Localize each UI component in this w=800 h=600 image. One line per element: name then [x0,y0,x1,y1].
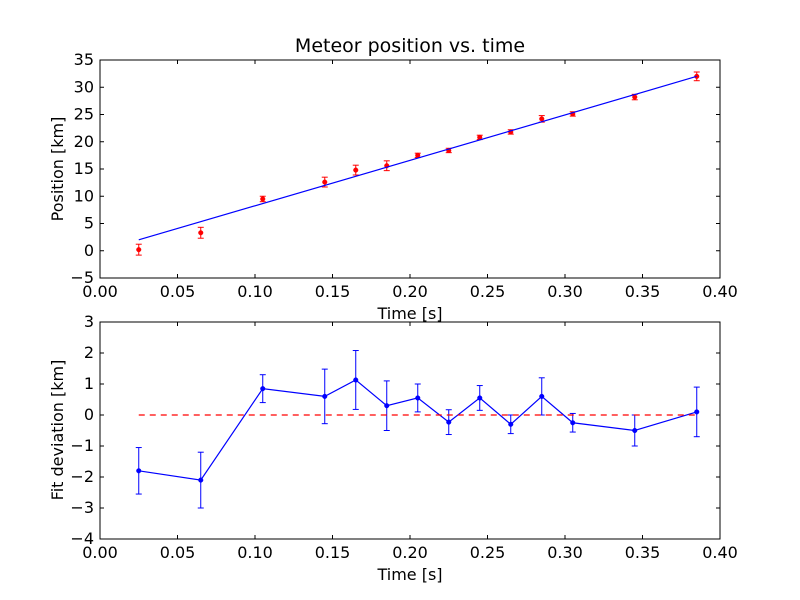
data-point [260,386,266,392]
y-tick-label: 0 [84,405,94,424]
fit-line [138,75,697,241]
x-tick-label: 0.10 [237,282,273,301]
y-tick-label: −3 [70,498,94,517]
data-point [322,393,328,399]
position-ticks-layer: 0.00 0.05 0.10 0.15 0.20 0.25 0.30 0.35 0.40 −5 0 5… [70,50,737,301]
x-axis-label-top: Time [s] [376,304,442,323]
y-tick-label: 0 [84,241,94,260]
y-tick-label: 20 [74,132,94,151]
data-point [198,477,204,483]
x-tick-label: 0.30 [547,543,583,562]
data-point [570,420,576,426]
deviation-ticks-layer: 0.00 0.05 0.10 0.15 0.20 0.25 0.30 0.35 0.40 −4 −3… [70,312,737,562]
y-tick-label: 3 [84,312,94,331]
x-tick-label: 0.40 [702,543,738,562]
deviation-panel: 0.00 0.05 0.10 0.15 0.20 0.25 0.30 0.35 0.40 −4 −3… [48,312,738,584]
x-tick-label: 0.30 [547,282,583,301]
x-tick-label: 0.00 [82,282,118,301]
data-point [260,196,266,202]
data-point [508,421,514,427]
x-tick-label: 0.05 [160,282,196,301]
x-tick-label: 0.25 [470,282,506,301]
deviation-data-layer [135,350,700,509]
deviation-line [138,379,697,481]
chart-title: Meteor position vs. time [295,35,525,57]
x-tick-label: 0.20 [392,543,428,562]
y-tick-label: 1 [84,374,94,393]
x-axis-label-bottom: Time [s] [376,565,442,584]
y-axis-label-top: Position [km] [48,117,67,222]
y-tick-label: 35 [74,50,94,69]
data-point [632,427,638,434]
y-tick-label: −2 [70,467,94,486]
y-tick-label: 10 [74,186,94,205]
y-tick-label: −4 [70,529,94,548]
y-tick-label: −1 [70,436,94,455]
data-point [415,395,421,401]
y-tick-label: −5 [70,268,94,287]
data-point [539,393,545,399]
data-point [446,419,452,425]
x-tick-label: 0.15 [315,543,351,562]
position-panel: Meteor position vs. time 0.00 0.05 0.10 0.1… [48,35,738,323]
x-tick-label: 0.20 [392,282,428,301]
data-point [198,230,204,236]
data-point [136,468,142,474]
x-tick-label: 0.35 [625,543,661,562]
data-point [477,395,483,401]
y-tick-label: 5 [84,214,94,233]
data-point [415,152,421,158]
position-data-layer [135,71,700,256]
x-tick-label: 0.15 [315,282,351,301]
y-tick-label: 25 [74,105,94,124]
y-tick-label: 2 [84,343,94,362]
data-point [353,377,359,383]
data-point [136,247,142,253]
y-tick-label: 15 [74,159,94,178]
x-tick-label: 0.25 [470,543,506,562]
data-point [539,116,545,122]
x-tick-label: 0.05 [160,543,196,562]
y-axis-label-bottom: Fit deviation [km] [48,360,67,501]
data-point [322,179,328,185]
data-point [694,409,700,415]
data-point [384,403,390,409]
x-tick-label: 0.35 [625,282,661,301]
y-tick-label: 30 [74,77,94,96]
x-tick-label: 0.00 [82,543,118,562]
data-point [353,167,359,173]
x-tick-label: 0.10 [237,543,273,562]
x-tick-label: 0.40 [702,282,738,301]
